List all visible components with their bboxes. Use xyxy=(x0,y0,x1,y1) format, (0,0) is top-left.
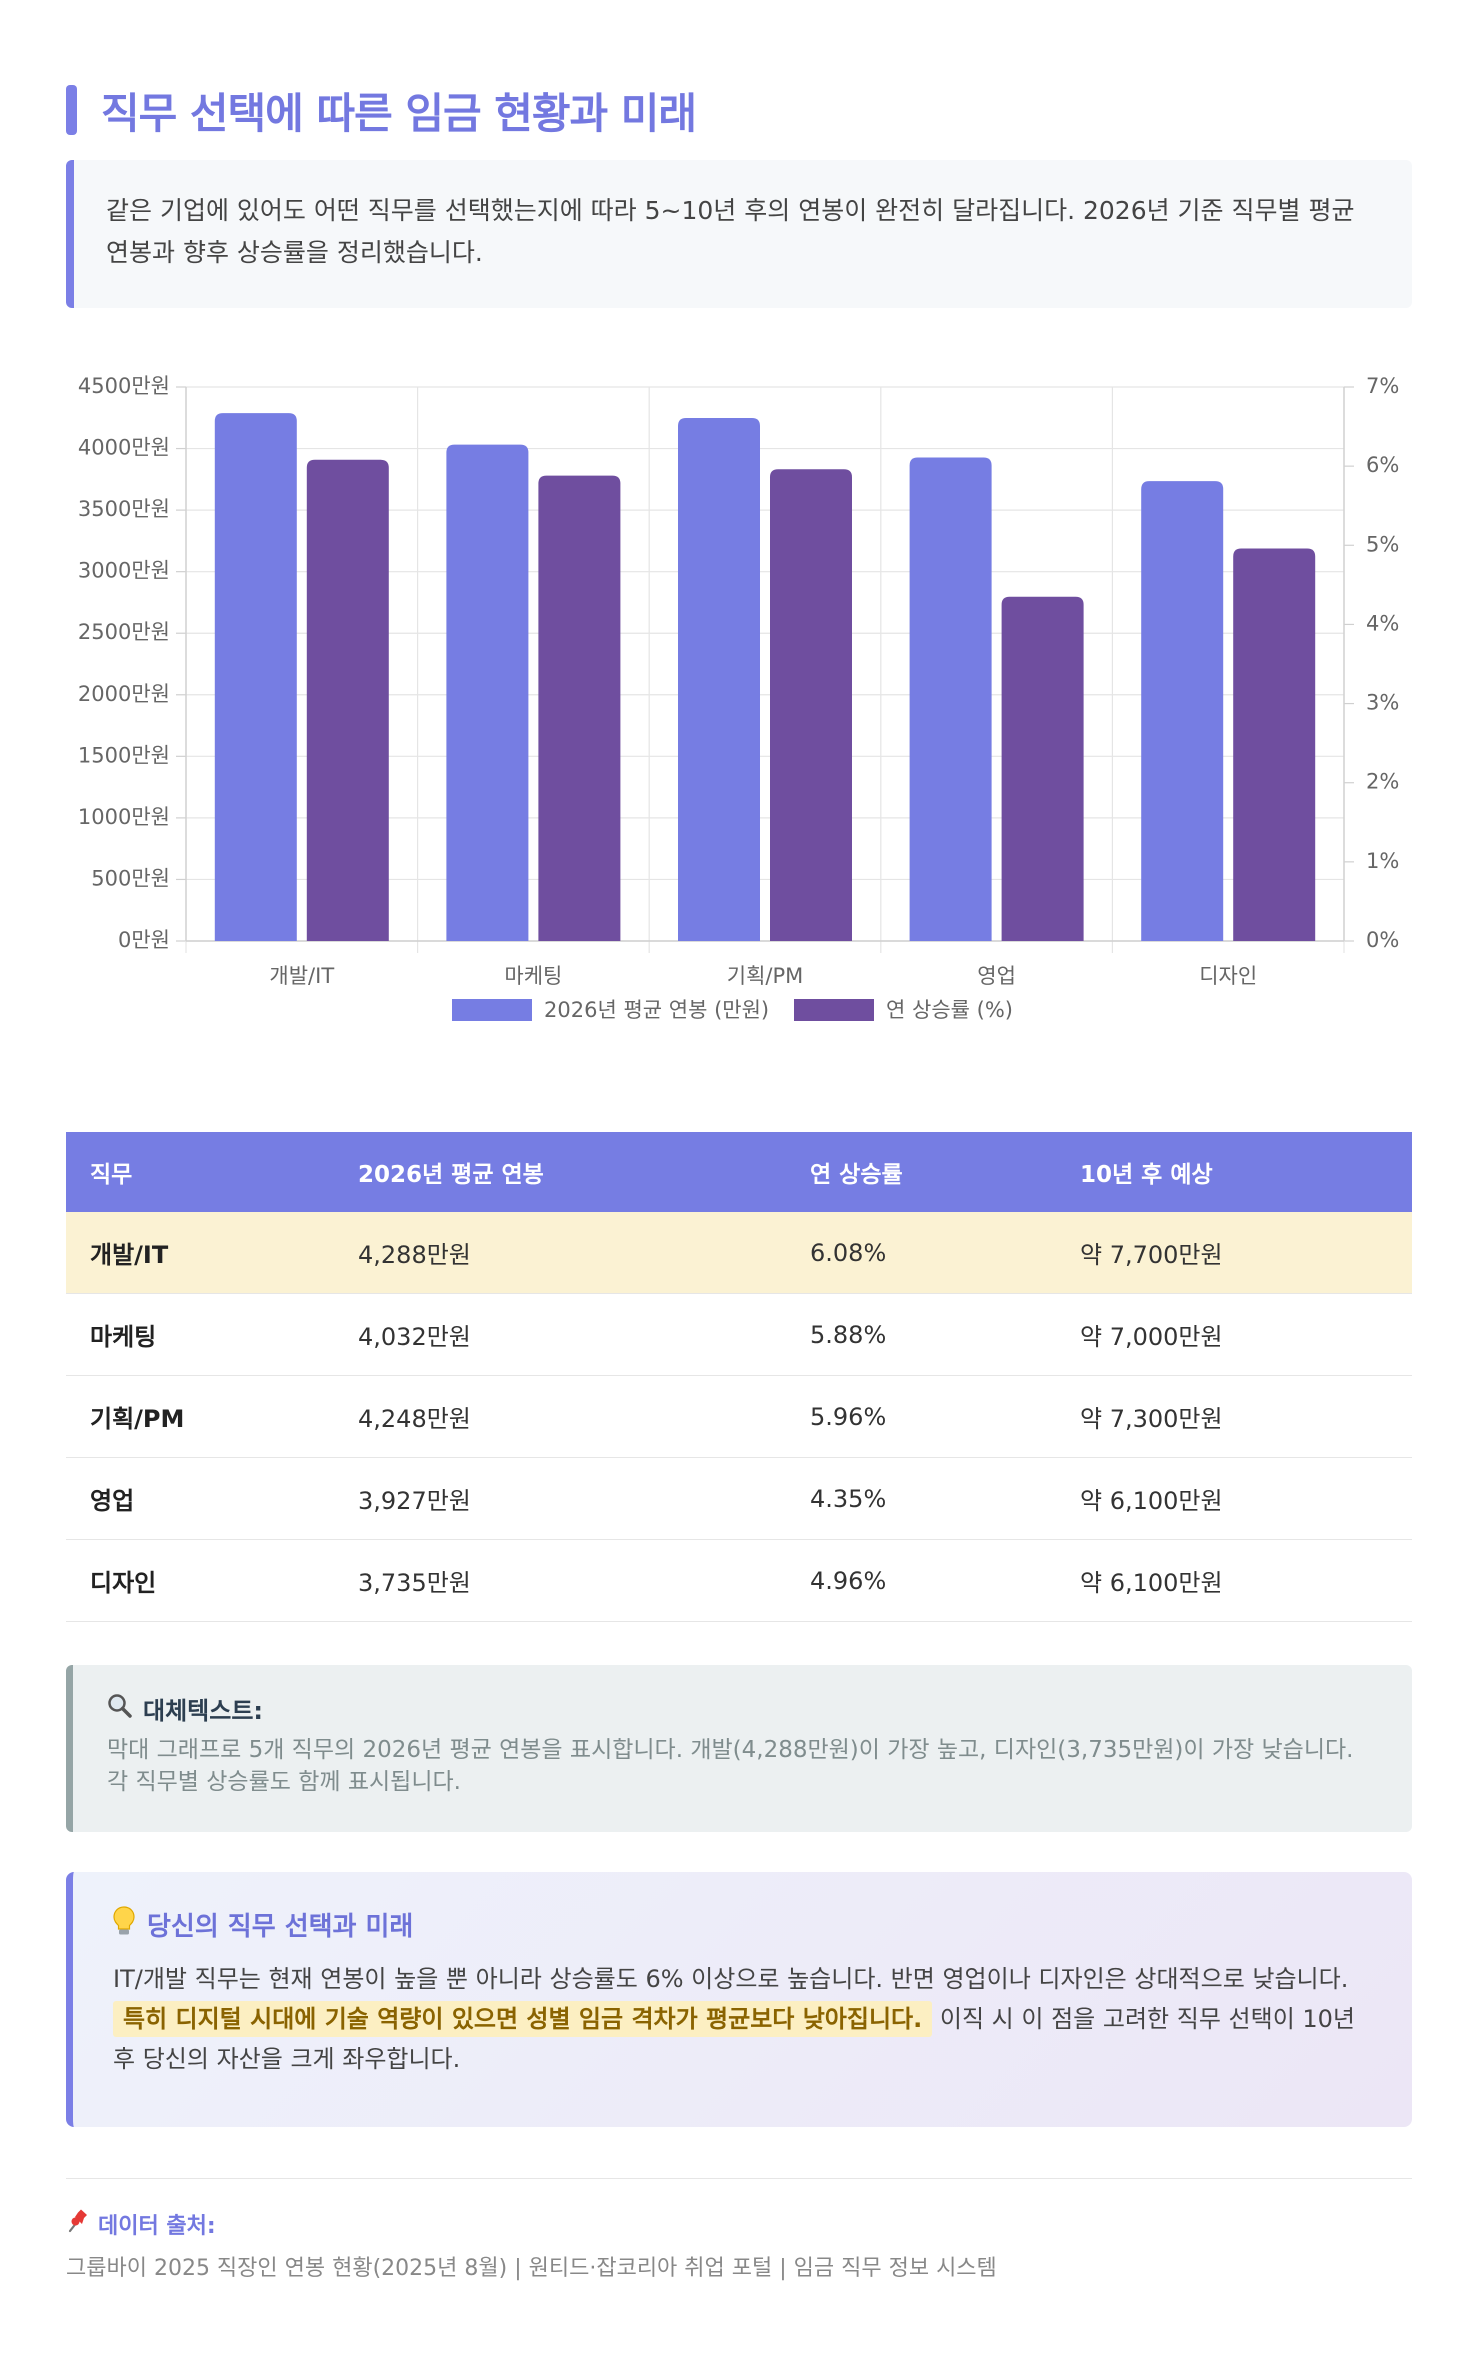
alt-text-box: 대체텍스트: 막대 그래프로 5개 직무의 2026년 평균 연봉을 표시합니다… xyxy=(66,1665,1412,1832)
table-row: 기획/PM 4,248만원 5.96% 약 7,300만원 xyxy=(66,1376,1412,1458)
growth-bar xyxy=(1233,548,1316,941)
right-tick-label: 0% xyxy=(1366,928,1399,952)
right-tick-label: 3% xyxy=(1366,691,1399,715)
magnifier-icon xyxy=(107,1693,133,1725)
legend-label-salary: 2026년 평균 연봉 (만원) xyxy=(544,998,769,1022)
cell-growth: 6.08% xyxy=(810,1238,887,1267)
left-tick-label: 4000만원 xyxy=(78,436,170,460)
cell-job: 개발/IT xyxy=(90,1241,169,1269)
header-cell: 연 상승률 xyxy=(810,1162,903,1188)
source-heading-label: 데이터 출처: xyxy=(98,2214,216,2239)
growth-bar xyxy=(306,459,389,941)
header-cell: 10년 후 예상 xyxy=(1080,1162,1213,1188)
future-callout: 당신의 직무 선택과 미래 IT/개발 직무는 현재 연봉이 높을 뿐 아니라 … xyxy=(66,1872,1412,2127)
left-tick-label: 2500만원 xyxy=(78,620,170,644)
right-tick-label: 4% xyxy=(1366,611,1399,635)
cell-job: 기획/PM xyxy=(90,1405,185,1433)
salary-table: 직무 2026년 평균 연봉 연 상승률 10년 후 예상 개발/IT 4,28… xyxy=(66,1132,1412,1622)
right-tick-label: 7% xyxy=(1366,374,1399,398)
left-tick-label: 500만원 xyxy=(91,866,170,890)
salary-chart: 0만원 500만원 1000만원 1500만원 2000만원 2500만원 3000만원 35… xyxy=(66,360,1412,1060)
cell-salary: 3,927만원 xyxy=(358,1487,471,1515)
header-cell: 직무 xyxy=(90,1162,133,1188)
pushpin-icon xyxy=(66,2209,90,2239)
legend-swatch-growth xyxy=(794,999,874,1021)
left-tick-label: 0만원 xyxy=(118,928,170,952)
header-cell: 2026년 평균 연봉 xyxy=(358,1162,544,1188)
future-heading-label: 당신의 직무 선택과 미래 xyxy=(147,1912,414,1942)
cell-forecast: 약 7,300만원 xyxy=(1080,1405,1223,1433)
cell-forecast: 약 6,100만원 xyxy=(1080,1569,1223,1597)
growth-bar xyxy=(538,475,621,941)
cell-salary: 4,032만원 xyxy=(358,1323,471,1351)
cell-forecast: 약 7,700만원 xyxy=(1080,1241,1223,1269)
table-header: 직무 2026년 평균 연봉 연 상승률 10년 후 예상 xyxy=(66,1132,1412,1212)
right-tick-label: 6% xyxy=(1366,453,1399,477)
left-tick-label: 1000만원 xyxy=(78,805,170,829)
lightbulb-icon xyxy=(113,1906,135,1943)
alt-text-heading-label: 대체텍스트: xyxy=(143,1697,263,1725)
right-tick-label: 1% xyxy=(1366,849,1399,873)
left-tick-label: 4500만원 xyxy=(78,374,170,398)
cell-forecast: 약 6,100만원 xyxy=(1080,1487,1223,1515)
cell-salary: 4,248만원 xyxy=(358,1405,471,1433)
cell-salary: 4,288만원 xyxy=(358,1241,471,1269)
right-tick-label: 2% xyxy=(1366,770,1399,794)
cell-growth: 4.35% xyxy=(810,1484,887,1513)
salary-bar xyxy=(446,444,529,941)
legend-label-growth: 연 상승률 (%) xyxy=(886,998,1013,1022)
growth-bar xyxy=(770,469,852,941)
left-tick-label: 3000만원 xyxy=(78,559,170,583)
legend-swatch-salary xyxy=(452,999,532,1021)
salary-bar xyxy=(909,457,992,941)
x-tick-label: 영업 xyxy=(977,964,1016,988)
cell-growth: 5.96% xyxy=(810,1402,887,1431)
table-row: 영업 3,927만원 4.35% 약 6,100만원 xyxy=(66,1458,1412,1540)
left-tick-label: 2000만원 xyxy=(78,682,170,706)
salary-bar xyxy=(214,413,297,941)
table-row: 개발/IT 4,288만원 6.08% 약 7,700만원 xyxy=(66,1212,1412,1294)
table-row: 디자인 3,735만원 4.96% 약 6,100만원 xyxy=(66,1540,1412,1622)
source-heading: 데이터 출처: xyxy=(66,2208,216,2240)
future-highlight: 특히 디지털 시대에 기술 역량이 있으면 성별 임금 격차가 평균보다 낮아집… xyxy=(113,2001,933,2037)
source-body: 그룹바이 2025 직장인 연봉 현황(2025년 8월) | 원티드·잡코리아… xyxy=(66,2256,997,2281)
cell-growth: 5.88% xyxy=(810,1320,887,1349)
growth-bar xyxy=(1001,596,1084,941)
x-tick-label: 개발/IT xyxy=(269,964,334,988)
cell-job: 마케팅 xyxy=(90,1323,157,1351)
alt-text-body: 막대 그래프로 5개 직무의 2026년 평균 연봉을 표시합니다. 개발(4,… xyxy=(107,1737,1354,1795)
chart-svg: 0만원 500만원 1000만원 1500만원 2000만원 2500만원 3000만원 35… xyxy=(78,374,1399,1022)
cell-job: 디자인 xyxy=(90,1569,157,1597)
future-heading: 당신의 직무 선택과 미래 xyxy=(113,1906,1372,1943)
x-tick-label: 디자인 xyxy=(1199,964,1257,988)
title-text: 직무 선택에 따른 임금 현황과 미래 xyxy=(101,88,697,138)
cell-forecast: 약 7,000만원 xyxy=(1080,1323,1223,1351)
future-body-end: 이직 시 이 점을 고려한 직무 선택이 10년 후 당신의 자산을 크게 좌우… xyxy=(113,2005,1356,2073)
x-tick-label: 기획/PM xyxy=(727,964,804,988)
intro-text: 같은 기업에 있어도 어떤 직무를 선택했는지에 따라 5~10년 후의 연봉이… xyxy=(106,196,1355,267)
future-body-start: IT/개발 직무는 현재 연봉이 높을 뿐 아니라 상승률도 6% 이상으로 높… xyxy=(113,1965,1349,1993)
title-accent-bar xyxy=(66,85,77,135)
salary-bar xyxy=(1141,481,1224,941)
future-body: IT/개발 직무는 현재 연봉이 높을 뿐 아니라 상승률도 6% 이상으로 높… xyxy=(113,1959,1372,2079)
intro-box: 같은 기업에 있어도 어떤 직무를 선택했는지에 따라 5~10년 후의 연봉이… xyxy=(66,160,1412,308)
left-tick-label: 1500만원 xyxy=(78,743,170,767)
right-tick-label: 5% xyxy=(1366,532,1399,556)
table-row: 마케팅 4,032만원 5.88% 약 7,000만원 xyxy=(66,1294,1412,1376)
page-title: 직무 선택에 따른 임금 현황과 미래 xyxy=(66,84,697,138)
salary-bar xyxy=(678,418,760,941)
cell-growth: 4.96% xyxy=(810,1566,887,1595)
alt-text-heading: 대체텍스트: xyxy=(107,1691,1378,1726)
cell-job: 영업 xyxy=(90,1487,135,1515)
left-tick-label: 3500만원 xyxy=(78,497,170,521)
divider xyxy=(66,2178,1412,2179)
x-tick-label: 마케팅 xyxy=(504,964,562,988)
cell-salary: 3,735만원 xyxy=(358,1569,471,1597)
